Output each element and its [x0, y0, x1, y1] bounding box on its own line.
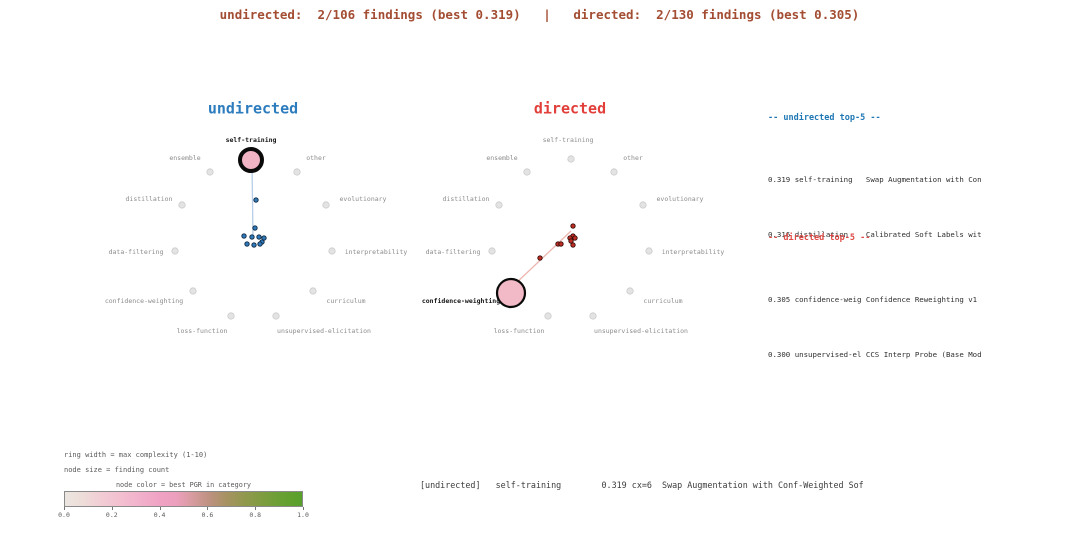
- colorbar-tick-label: 0.2: [105, 511, 118, 519]
- active-category-node-self-training: [238, 147, 264, 173]
- empty-category-node-confidence-weighting: [189, 287, 197, 295]
- category-label-confidence-weighting: confidence-weighting: [422, 297, 500, 305]
- category-label-data-filtering: data-filtering: [426, 248, 481, 256]
- colorbar-tick-mark: [64, 507, 65, 510]
- empty-category-node-distillation: [178, 201, 186, 209]
- pgr-colorbar: [64, 491, 303, 507]
- category-label-confidence-weighting: confidence-weighting: [105, 297, 183, 305]
- colorbar-label: node color = best PGR in category: [115, 481, 252, 489]
- undirected-top5-header: -- undirected top-5 --: [768, 113, 881, 123]
- empty-category-node-self-training: [567, 155, 575, 163]
- category-label-other: other: [623, 154, 643, 162]
- finding-point-directed: [570, 223, 576, 229]
- legend: ring width = max complexity (1-10) node …: [58, 448, 309, 520]
- directed-top5-entry: 0.300 unsupervised-el CCS Interp Probe (…: [768, 350, 982, 359]
- empty-category-node-unsupervised-elicitation: [589, 312, 597, 320]
- colorbar-tick-label: 0.8: [249, 511, 262, 519]
- empty-category-node-interpretability: [645, 247, 653, 255]
- category-label-curriculum: curriculum: [326, 297, 365, 305]
- category-label-self-training: self-training: [226, 136, 277, 144]
- undirected-top5-entry: 0.316 distillation Calibrated Soft Label…: [768, 230, 982, 239]
- finding-point-directed: [558, 241, 564, 247]
- colorbar-tick-label: 1.0: [297, 511, 309, 519]
- empty-category-node-ensemble: [206, 168, 214, 176]
- finding-point-undirected: [241, 233, 247, 239]
- empty-category-node-ensemble: [523, 168, 531, 176]
- empty-category-node-curriculum: [309, 287, 317, 295]
- empty-category-node-curriculum: [626, 287, 634, 295]
- category-label-unsupervised-elicitation: unsupervised-elicitation: [594, 327, 688, 335]
- colorbar-tick-label: 0.6: [201, 511, 214, 519]
- empty-category-node-other: [610, 168, 618, 176]
- empty-category-node-loss-function: [227, 312, 235, 320]
- legend-ring-width-note: ring width = max complexity (1-10): [64, 451, 208, 459]
- category-label-distillation: distillation: [126, 195, 173, 203]
- undirected-summary-line: [undirected] self-training 0.319 cx=6 Sw…: [420, 480, 864, 490]
- finding-point-undirected: [253, 197, 259, 203]
- undirected-top5-entry: 0.319 self-training Swap Augmentation wi…: [768, 175, 982, 184]
- finding-point-directed: [570, 242, 576, 248]
- colorbar-tick-label: 0.4: [153, 511, 166, 519]
- category-label-loss-function: loss-function: [177, 327, 228, 335]
- finding-point-undirected: [257, 241, 263, 247]
- empty-category-node-data-filtering: [171, 247, 179, 255]
- finding-point-undirected: [244, 241, 250, 247]
- finding-point-undirected: [249, 234, 255, 240]
- finding-point-directed: [568, 238, 574, 244]
- category-label-curriculum: curriculum: [643, 297, 682, 305]
- category-label-unsupervised-elicitation: unsupervised-elicitation: [277, 327, 371, 335]
- category-label-ensemble: ensemble: [169, 154, 200, 162]
- colorbar-ticks: 0.0 0.2 0.4 0.6 0.8 1.0: [58, 507, 309, 520]
- category-label-evolutionary: evolutionary: [657, 195, 704, 203]
- category-label-self-training: self-training: [543, 136, 594, 144]
- status-banner: undirected: 2/106 findings (best 0.319) …: [219, 7, 860, 22]
- category-label-evolutionary: evolutionary: [340, 195, 387, 203]
- category-label-interpretability: interpretability: [662, 248, 725, 256]
- selected-findings-summary: [undirected] self-training 0.319 cx=6 Sw…: [420, 437, 864, 536]
- category-label-distillation: distillation: [443, 195, 490, 203]
- directed-top5-panel: -- directed top-5 -- 0.305 confidence-we…: [768, 195, 982, 401]
- finding-point-undirected: [256, 234, 262, 240]
- category-label-interpretability: interpretability: [345, 248, 408, 256]
- colorbar-tick-mark: [111, 507, 113, 510]
- empty-category-node-data-filtering: [488, 247, 496, 255]
- finding-point-directed: [537, 255, 543, 261]
- colorbar-tick-mark: [159, 507, 161, 510]
- empty-category-node-interpretability: [328, 247, 336, 255]
- empty-category-node-distillation: [495, 201, 503, 209]
- empty-category-node-loss-function: [544, 312, 552, 320]
- active-category-node-confidence-weighting: [495, 277, 527, 309]
- category-label-other: other: [306, 154, 326, 162]
- directed-top5-header: -- directed top-5 --: [768, 233, 871, 243]
- colorbar-tick-mark: [255, 507, 257, 510]
- empty-category-node-other: [293, 168, 301, 176]
- panel-title-undirected: undirected: [208, 100, 298, 118]
- undirected-top5-panel: -- undirected top-5 -- 0.319 self-traini…: [768, 75, 982, 281]
- colorbar-tick-mark: [207, 507, 209, 510]
- finding-point-undirected: [252, 225, 258, 231]
- category-label-ensemble: ensemble: [486, 154, 517, 162]
- finding-point-undirected: [261, 235, 267, 241]
- empty-category-node-evolutionary: [322, 201, 330, 209]
- empty-category-node-unsupervised-elicitation: [272, 312, 280, 320]
- directed-top5-entry: 0.305 confidence-weig Confidence Reweigh…: [768, 295, 978, 304]
- finding-point-undirected: [251, 242, 257, 248]
- colorbar-tick-label: 0.0: [58, 511, 70, 519]
- finding-edge-undirected: [251, 161, 254, 240]
- panel-title-directed: directed: [534, 100, 606, 118]
- finding-point-directed: [572, 235, 578, 241]
- empty-category-node-evolutionary: [639, 201, 647, 209]
- category-label-data-filtering: data-filtering: [109, 248, 164, 256]
- category-label-loss-function: loss-function: [494, 327, 545, 335]
- colorbar-tick-mark: [303, 507, 304, 510]
- legend-node-size-note: node size = finding count: [64, 466, 170, 474]
